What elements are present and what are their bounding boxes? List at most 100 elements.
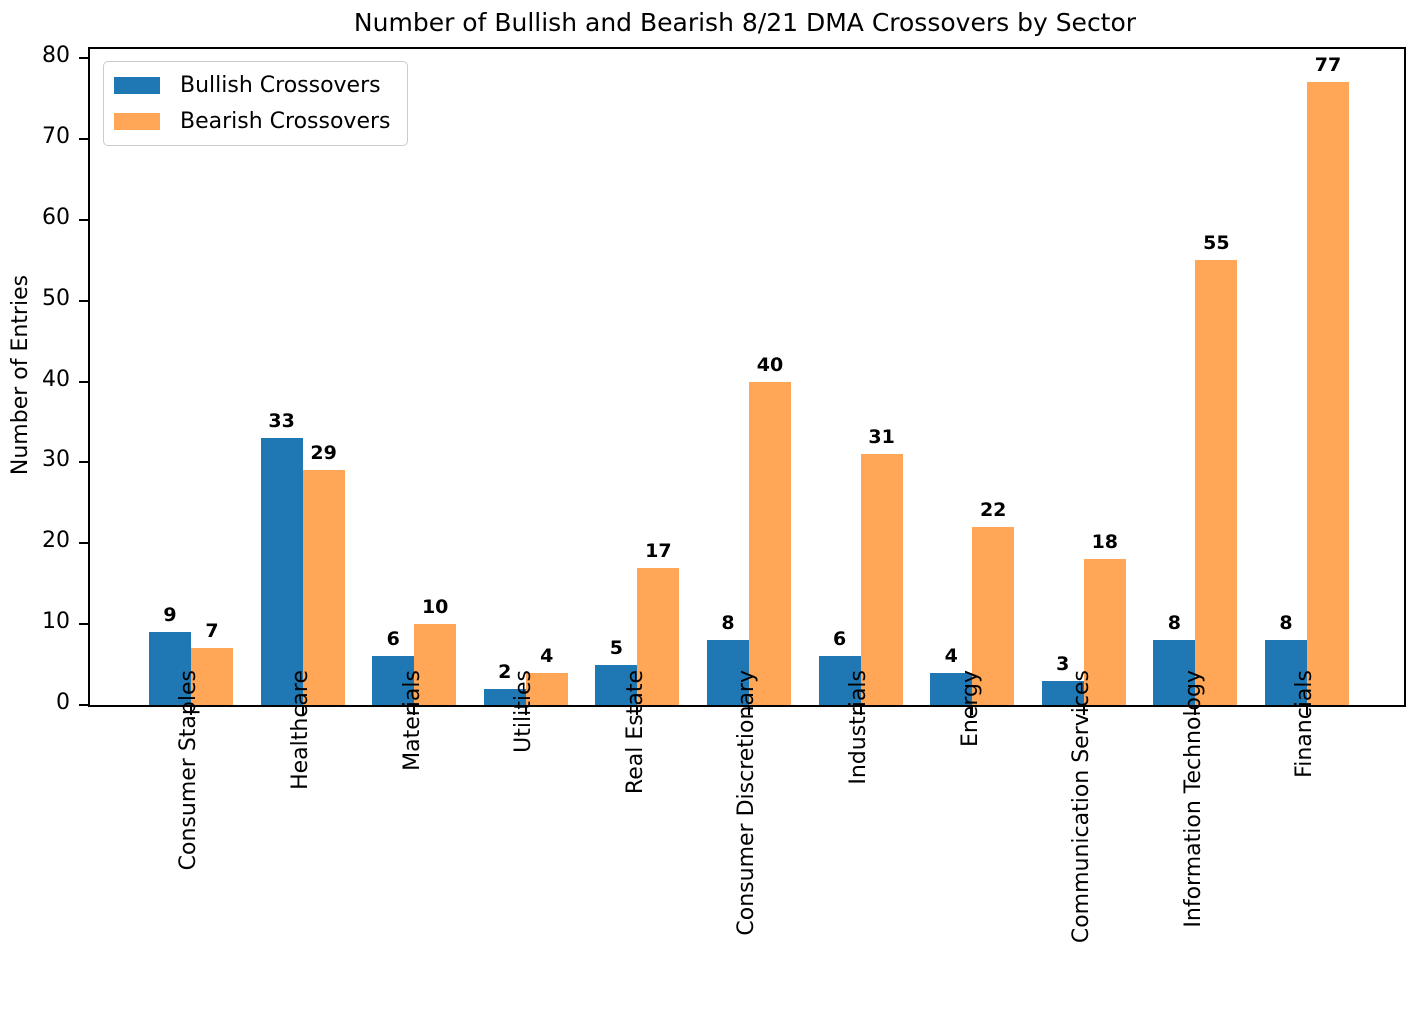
x-tick-mark (1306, 705, 1308, 715)
legend-label: Bullish Crossovers (180, 73, 381, 98)
x-tick-label-text: Healthcare (287, 670, 313, 790)
x-tick-label-information-technology: Information Technology (1178, 670, 1208, 928)
bar-value-label: 8 (721, 612, 735, 635)
bar-value-label: 5 (609, 636, 623, 659)
bar-value-label: 8 (1279, 612, 1293, 635)
x-tick-label-text: Financials (1292, 670, 1318, 778)
bar-bullish-crossovers-materials (372, 656, 415, 705)
y-tick-label: 50 (42, 285, 70, 311)
bar-value-label: 31 (868, 426, 895, 449)
bar-value-label: 4 (540, 644, 554, 667)
bar-bullish-crossovers-consumer-staples (149, 632, 191, 705)
x-tick-label-materials: Materials (397, 670, 427, 771)
bar-bullish-crossovers-real-estate (595, 664, 638, 705)
y-tick-mark (79, 461, 89, 464)
legend-swatch-bearish-crossovers (114, 113, 160, 130)
bar-bullish-crossovers-consumer-discretionary (707, 640, 749, 705)
x-tick-label-financials: Financials (1290, 670, 1320, 778)
chart-title: Number of Bullish and Bearish 8/21 DMA C… (353, 8, 1137, 37)
bar-value-label: 29 (310, 442, 337, 465)
x-tick-mark (301, 705, 304, 715)
x-tick-label-text: Consumer Staples (176, 670, 202, 871)
bar-bullish-crossovers-utilities (483, 688, 526, 705)
x-tick-mark (636, 705, 639, 715)
bar-value-label: 4 (944, 644, 958, 667)
y-tick-mark (79, 704, 89, 706)
y-tick-label: 80 (42, 43, 70, 68)
bar-bullish-crossovers-communication-services (1041, 680, 1084, 705)
x-tick-label-consumer-discretionary: Consumer Discretionary (732, 670, 762, 936)
x-tick-label-text: Communication Services (1069, 670, 1095, 944)
legend-item-bearish-crossovers: Bearish Crossovers (114, 109, 391, 134)
x-tick-mark (524, 705, 527, 715)
bar-value-label: 18 (1091, 531, 1119, 554)
y-tick-label: 20 (42, 528, 70, 554)
bar-value-label: 10 (421, 596, 449, 619)
x-tick-mark (190, 705, 192, 715)
x-tick-label-text: Real Estate (622, 670, 648, 795)
legend-box: Bullish Crossovers Bearish Crossovers (103, 61, 408, 146)
bar-bearish-crossovers-industrials (860, 454, 903, 705)
x-tick-label-real-estate: Real Estate (620, 670, 650, 794)
x-tick-mark (748, 705, 750, 715)
legend-item-bullish-crossovers: Bullish Crossovers (114, 73, 391, 98)
bar-bearish-crossovers-real-estate (637, 567, 680, 705)
x-tick-label-text: Energy (957, 670, 983, 748)
bar-value-label: 33 (268, 410, 295, 433)
bar-bearish-crossovers-information-technology (1195, 260, 1238, 705)
bar-value-label: 3 (1056, 652, 1070, 675)
y-tick-label: 0 (56, 690, 70, 715)
x-tick-label-text: Information Technology (1180, 670, 1206, 928)
x-tick-label-text: Industrials (845, 670, 871, 785)
bar-bearish-crossovers-communication-services (1083, 559, 1126, 705)
y-tick-label: 40 (42, 366, 70, 392)
y-tick-label: 70 (42, 123, 70, 149)
bar-value-label: 6 (386, 628, 400, 651)
x-tick-label-text: Consumer Discretionary (734, 670, 760, 936)
x-tick-label-industrials: Industrials (844, 670, 874, 785)
bar-bearish-crossovers-materials (414, 624, 457, 705)
bar-bearish-crossovers-utilities (525, 672, 568, 705)
bar-value-label: 22 (979, 499, 1007, 522)
y-tick-mark (79, 218, 89, 221)
legend-label: Bearish Crossovers (180, 109, 391, 134)
bar-bullish-crossovers-information-technology (1153, 640, 1196, 705)
legend-swatch-bullish-crossovers (114, 77, 160, 94)
x-tick-label-text: Utilities (511, 670, 537, 753)
x-tick-mark (971, 705, 974, 715)
bar-bullish-crossovers-healthcare (260, 438, 303, 705)
bar-bearish-crossovers-healthcare (302, 470, 345, 705)
y-tick-mark (79, 623, 89, 626)
plot-area: Bullish Crossovers Bearish Crossovers 9 7 3… (42, 43, 1406, 715)
bar-value-label: 6 (832, 628, 847, 651)
y-tick-label: 10 (42, 609, 70, 635)
bar-value-label: 8 (1167, 612, 1181, 635)
y-tick-label: 60 (42, 204, 70, 230)
x-tick-label-communication-services: Communication Services (1067, 670, 1097, 943)
bar-bullish-crossovers-energy (930, 672, 973, 705)
y-tick-mark (79, 57, 89, 59)
bar-value-label: 17 (645, 539, 672, 562)
bar-value-label: 40 (756, 353, 784, 376)
bar-value-label: 77 (1314, 54, 1342, 77)
bar-bearish-crossovers-consumer-discretionary (749, 381, 791, 705)
x-tick-mark (859, 705, 862, 715)
bar-value-label: 55 (1203, 232, 1230, 255)
bar-bullish-crossovers-industrials (818, 656, 861, 705)
x-tick-mark (1194, 705, 1197, 715)
bar-bearish-crossovers-consumer-staples (191, 648, 233, 705)
bar-bearish-crossovers-financials (1307, 82, 1349, 705)
bar-bearish-crossovers-energy (972, 527, 1015, 705)
x-tick-label-consumer-staples: Consumer Staples (174, 670, 204, 870)
y-tick-mark (79, 299, 89, 302)
x-tick-label-energy: Energy (955, 670, 985, 747)
bar-value-label: 9 (163, 604, 177, 627)
bar-value-label: 2 (498, 660, 512, 683)
y-tick-label: 30 (42, 447, 70, 473)
y-tick-mark (79, 380, 89, 383)
x-tick-mark (413, 705, 416, 715)
bar-bullish-crossovers-financials (1265, 640, 1307, 705)
y-tick-mark (79, 542, 89, 545)
x-tick-label-text: Materials (399, 670, 425, 771)
